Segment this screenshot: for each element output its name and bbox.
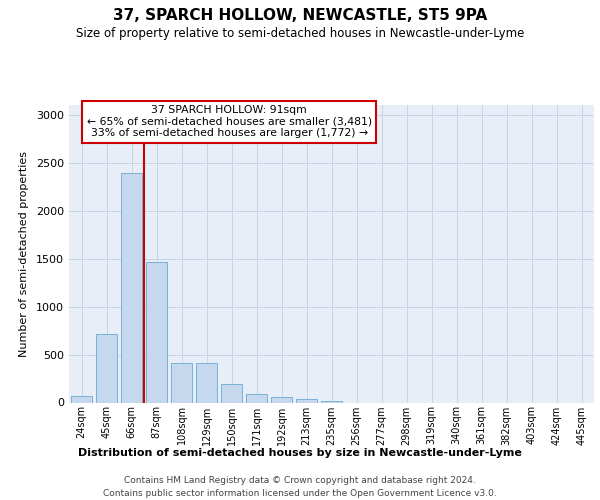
Bar	[196, 363, 217, 403]
Bar	[321, 400, 342, 402]
Bar	[146, 262, 167, 402]
Bar	[296, 399, 317, 402]
Text: 37, SPARCH HOLLOW, NEWCASTLE, ST5 9PA: 37, SPARCH HOLLOW, NEWCASTLE, ST5 9PA	[113, 8, 487, 22]
Bar	[171, 363, 192, 403]
Text: Distribution of semi-detached houses by size in Newcastle-under-Lyme: Distribution of semi-detached houses by …	[78, 448, 522, 458]
Bar	[96, 334, 117, 402]
Text: 37 SPARCH HOLLOW: 91sqm
← 65% of semi-detached houses are smaller (3,481)
33% of: 37 SPARCH HOLLOW: 91sqm ← 65% of semi-de…	[86, 105, 371, 138]
Text: Contains public sector information licensed under the Open Government Licence v3: Contains public sector information licen…	[103, 489, 497, 498]
Bar	[221, 384, 242, 402]
Text: Contains HM Land Registry data © Crown copyright and database right 2024.: Contains HM Land Registry data © Crown c…	[124, 476, 476, 485]
Bar	[246, 394, 267, 402]
Y-axis label: Number of semi-detached properties: Number of semi-detached properties	[19, 151, 29, 357]
Bar	[121, 173, 142, 402]
Text: Size of property relative to semi-detached houses in Newcastle-under-Lyme: Size of property relative to semi-detach…	[76, 28, 524, 40]
Bar	[71, 396, 92, 402]
Bar	[271, 397, 292, 402]
